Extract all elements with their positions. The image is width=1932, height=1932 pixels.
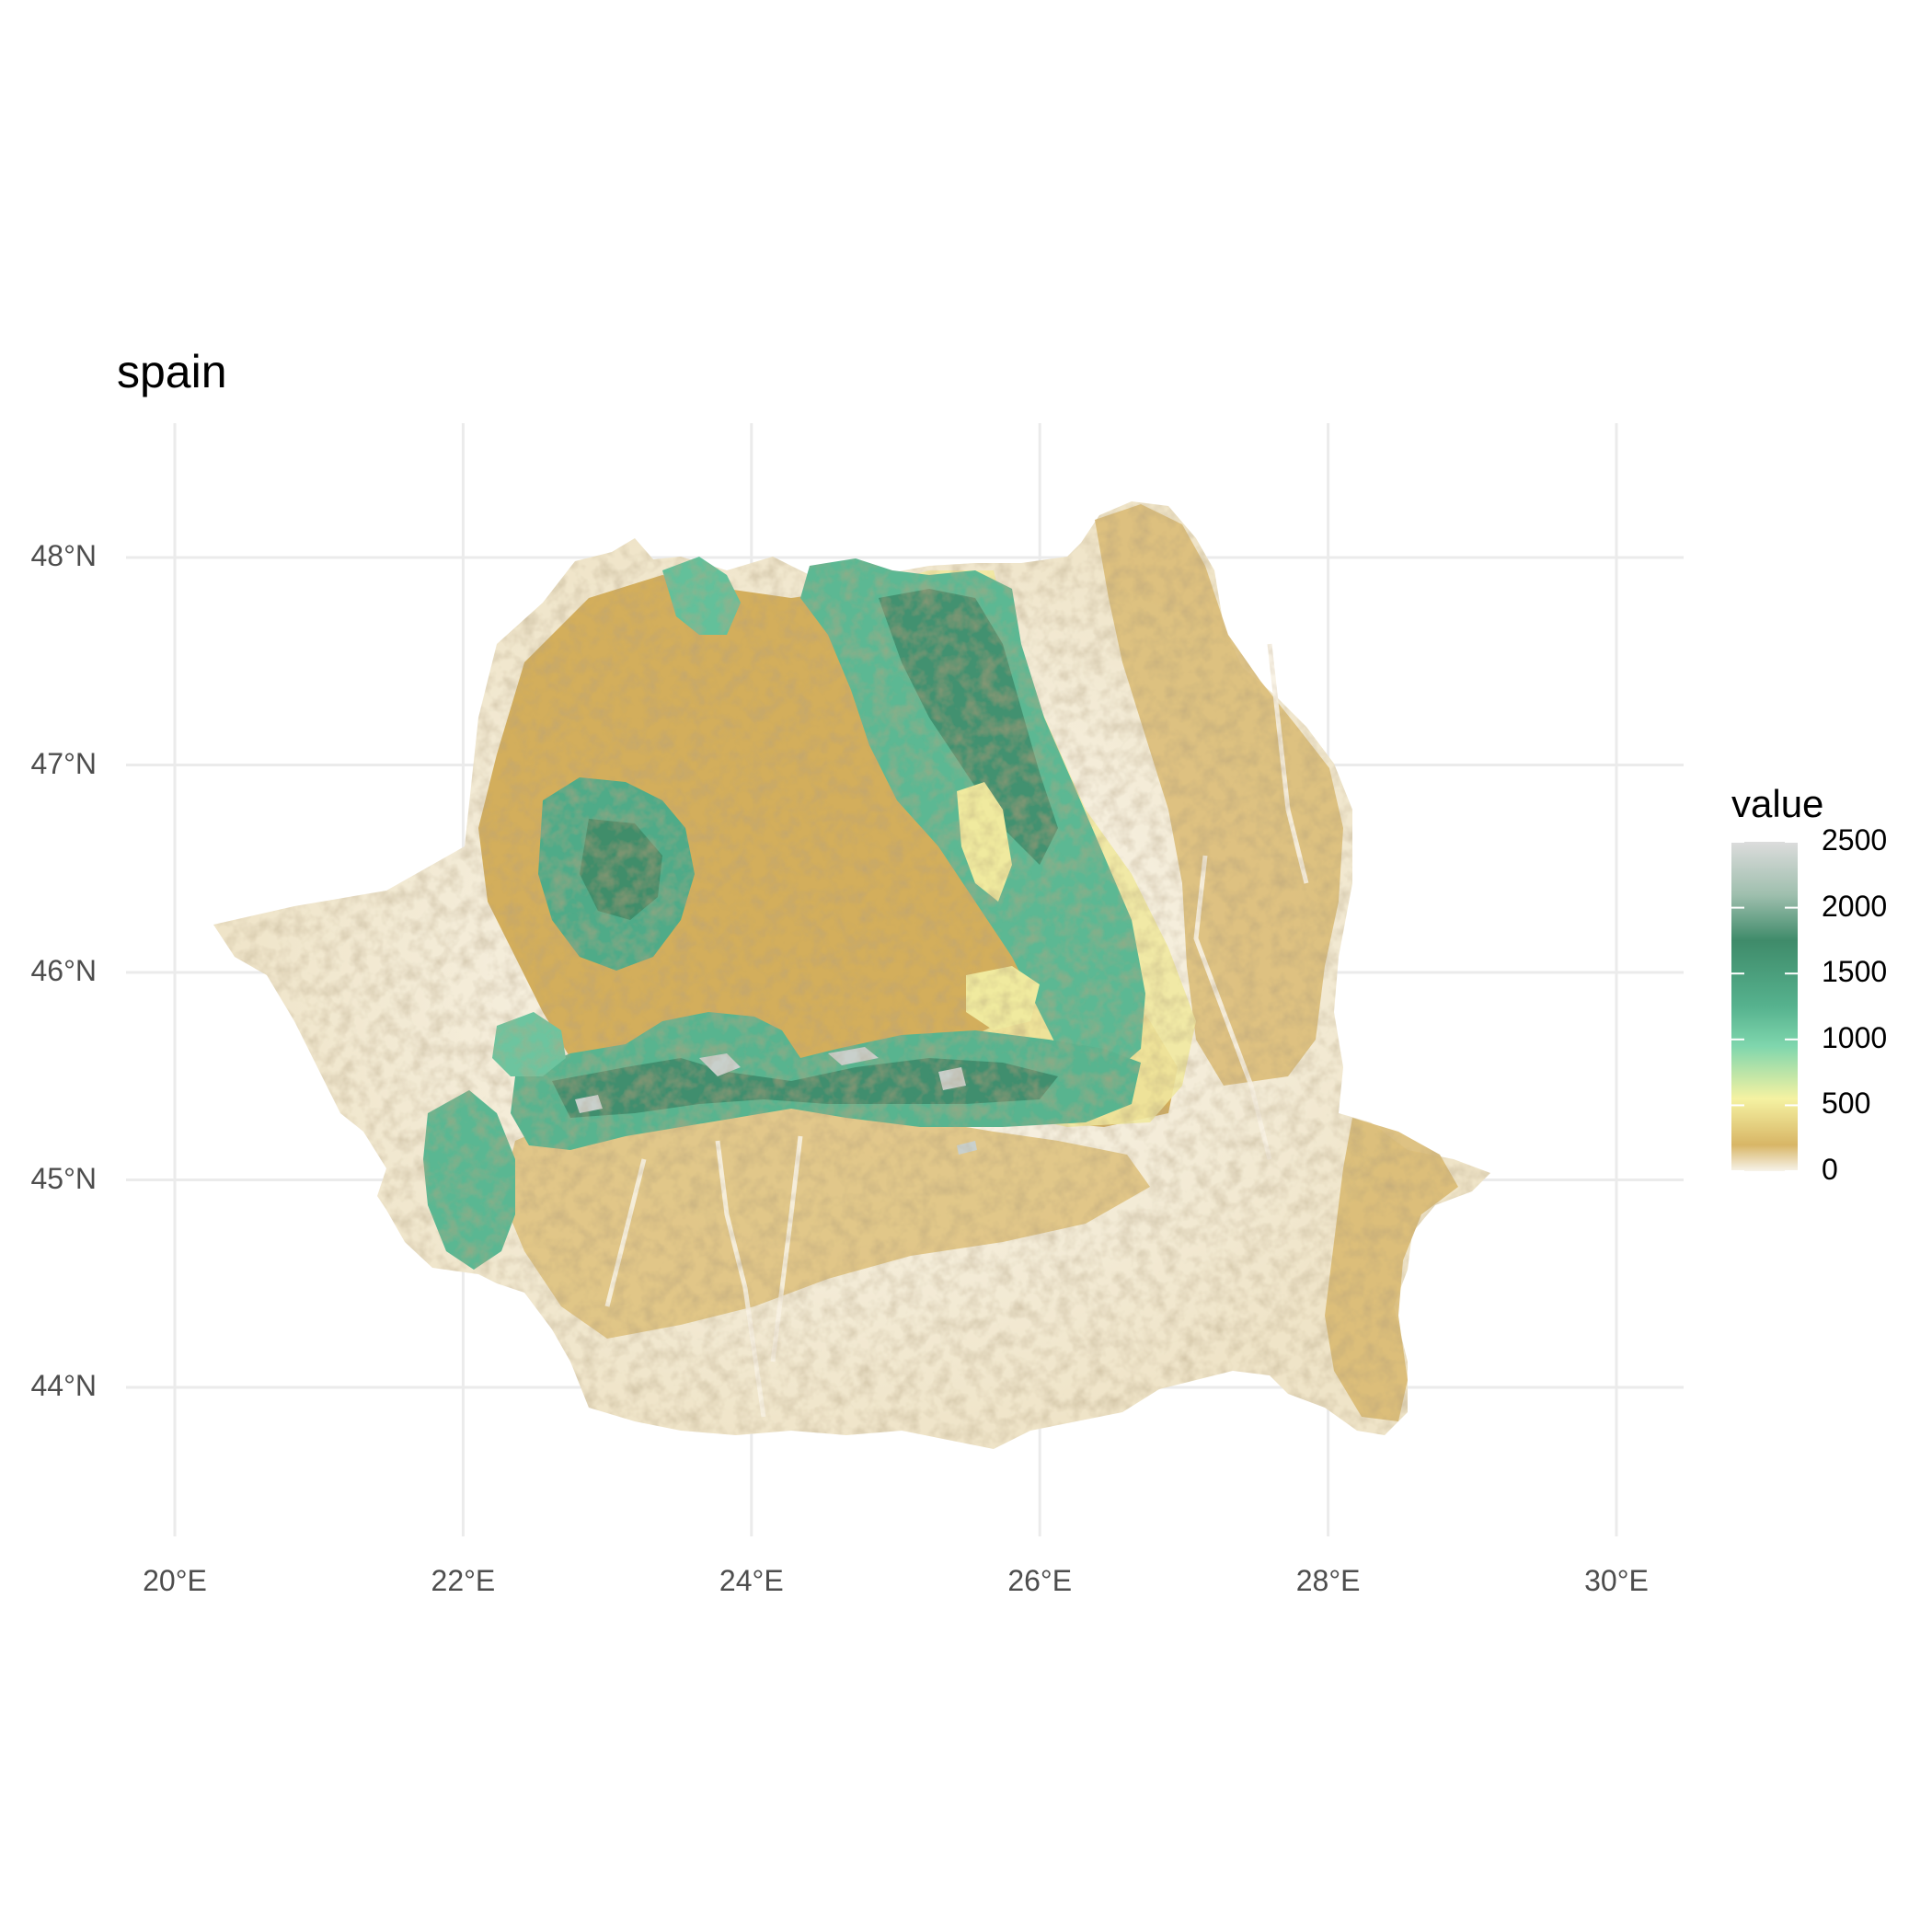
y-tick-label: 44°N [30,1369,98,1402]
eastern-plateau [1095,504,1343,1086]
dobruja-hills [1325,1118,1458,1421]
legend-tick-label: 0 [1822,1153,1838,1186]
north-mountains [662,557,741,635]
y-tick-label: 45°N [30,1161,98,1195]
apuseni-high [580,819,662,920]
y-tick-label: 48°N [30,539,98,572]
x-tick-label: 26°E [1007,1564,1073,1597]
river-valleys [604,643,1309,1418]
legend-tick-label: 2000 [1822,889,1888,923]
x-tick-label: 20°E [143,1564,207,1597]
legend-colorbar [1731,841,1798,1172]
poiana-rusca [492,1012,566,1076]
southern-carpathians-high [552,1058,1058,1118]
y-tick-label: 46°N [30,954,98,987]
x-tick-label: 28°E [1295,1564,1361,1597]
southern-hills [501,1099,1150,1339]
plot-title: spain [117,346,227,397]
legend-tick-label: 500 [1822,1087,1871,1121]
legend-tick-label: 2500 [1822,823,1888,857]
legend-tick-label: 1500 [1822,955,1888,989]
x-tick-label: 24°E [719,1564,784,1597]
banat-mountains [423,1090,515,1270]
legend-title: value [1731,782,1824,825]
x-tick-label: 22°E [431,1564,496,1597]
elevation-raster [213,501,1490,1449]
eastern-carpathians-high [879,589,1058,865]
x-tick-label: 30°E [1584,1564,1649,1597]
y-tick-label: 47°N [30,746,98,780]
legend-tick-label: 1000 [1822,1020,1888,1054]
intramountain-depression [957,782,1040,1030]
